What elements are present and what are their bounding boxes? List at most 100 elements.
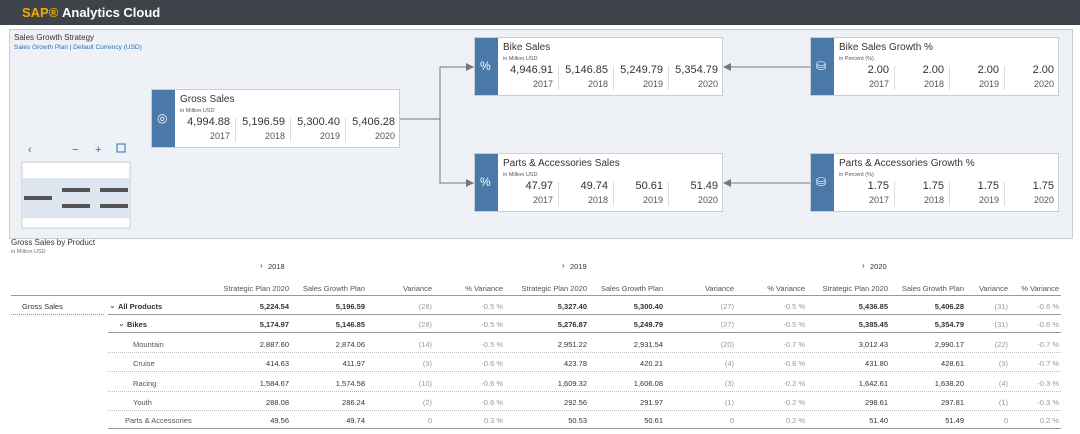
zoom-out[interactable]: − — [72, 144, 78, 156]
row-rule — [108, 332, 1061, 333]
table-cell: 5,300.40 — [633, 302, 663, 311]
table-cell: 5,436.85 — [858, 302, 888, 311]
node-divider — [558, 66, 559, 90]
table-cell: 5,276.87 — [557, 320, 587, 329]
node-year: 2017 — [209, 131, 230, 141]
node-year: 2020 — [1033, 79, 1054, 89]
table-cell: (2) — [422, 398, 432, 407]
fit-button[interactable] — [116, 143, 126, 153]
arrow-head — [466, 179, 474, 187]
node-year: 2019 — [978, 79, 999, 89]
node-divider — [345, 118, 346, 142]
nav-back[interactable]: ‹ — [28, 144, 32, 156]
table-cell: -0.7 % — [1037, 340, 1059, 349]
column-header: Variance — [704, 284, 734, 293]
zoom-in[interactable]: + — [95, 144, 101, 156]
table-cell: 5,224.54 — [259, 302, 289, 311]
table-cell: (3) — [998, 359, 1008, 368]
node-title: Bike Sales Growth % — [839, 42, 933, 53]
year-header: 2020 — [870, 262, 887, 271]
column-header: % Variance — [465, 284, 503, 293]
expand-icon: ⌄ — [118, 319, 125, 328]
story-title: Sales Growth Strategy — [14, 33, 95, 42]
table-cell: -0.6 % — [481, 398, 503, 407]
table-cell: 5,249.79 — [633, 320, 663, 329]
table-cell: -0.2 % — [783, 379, 805, 388]
kpi-node[interactable]: % Parts & Accessories Sales in Million USD… — [474, 153, 723, 212]
table-cell: 286.24 — [342, 398, 365, 407]
table-cell: 291.97 — [640, 398, 663, 407]
column-header: Variance — [402, 284, 432, 293]
minimap-node — [62, 188, 90, 192]
table-cell: 49.56 — [270, 416, 289, 425]
connector — [439, 119, 474, 184]
table-cell: -0.6 % — [481, 379, 503, 388]
arrow-head — [723, 179, 731, 187]
row-rule — [108, 371, 1061, 372]
table-cell: 298.61 — [865, 398, 888, 407]
node-divider — [894, 66, 895, 90]
table-cell: 1,642.61 — [858, 379, 888, 388]
node-unit: in Percent (%) — [839, 172, 874, 178]
table-cell: 1,638.20 — [934, 379, 964, 388]
column-header: Strategic Plan 2020 — [223, 284, 289, 293]
table-cell: 0.3 % — [483, 416, 503, 425]
table-cell: 292.56 — [564, 398, 587, 407]
node-title: Parts & Accessories Growth % — [839, 158, 975, 169]
table-cell: 2,951.22 — [557, 340, 587, 349]
node-icon-strip: % — [475, 38, 498, 95]
table-cell: 1,574.58 — [335, 379, 365, 388]
node-value: 1.75 — [977, 180, 999, 192]
table-cell: (4) — [724, 359, 734, 368]
table-cell: 5,354.79 — [934, 320, 964, 329]
table-cell: 1,584.67 — [259, 379, 289, 388]
table-cell: (27) — [720, 302, 734, 311]
table-cell: (1) — [998, 398, 1008, 407]
row-member: Parts & Accessories — [125, 416, 192, 425]
table-cell: (31) — [994, 320, 1008, 329]
table-cell: 2,874.06 — [335, 340, 365, 349]
node-value: 4,994.88 — [187, 116, 230, 128]
kpi-node[interactable]: ◎ Gross Sales in Million USD 4,994.88 2017 5,… — [151, 89, 400, 148]
table-cell: -0.7 % — [783, 340, 805, 349]
node-icon: % — [480, 175, 491, 189]
node-divider — [613, 182, 614, 206]
node-divider — [1004, 182, 1005, 206]
node-title: Gross Sales — [180, 94, 235, 105]
kpi-node[interactable]: ⛁ Parts & Accessories Growth % in Percent … — [810, 153, 1059, 212]
node-divider — [558, 182, 559, 206]
table-cell: 0 — [729, 416, 734, 425]
table-cell: -0.3 % — [1037, 398, 1059, 407]
table-unit: in Million USD — [11, 249, 46, 255]
row-member: Mountain — [133, 340, 164, 349]
column-header: Strategic Plan 2020 — [822, 284, 888, 293]
table-cell: (14) — [418, 340, 432, 349]
column-header: Variance — [978, 284, 1008, 293]
node-value: 1.75 — [1032, 180, 1054, 192]
table-cell: (3) — [724, 379, 734, 388]
node-divider — [235, 118, 236, 142]
column-header: Sales Growth Plan — [600, 284, 663, 293]
node-divider — [894, 182, 895, 206]
node-icon-strip: % — [475, 154, 498, 211]
table-cell: -0.5 % — [481, 320, 503, 329]
minimap-node — [62, 204, 90, 208]
node-title: Parts & Accessories Sales — [503, 158, 620, 169]
kpi-node[interactable]: % Bike Sales in Million USD 4,946.91 2017 5,1… — [474, 37, 723, 96]
node-year: 2019 — [978, 195, 999, 205]
table-cell: -0.6 % — [1037, 302, 1059, 311]
table-cell: -0.3 % — [1037, 379, 1059, 388]
node-unit: in Percent (%) — [839, 56, 874, 62]
node-divider — [1004, 66, 1005, 90]
node-year: 2017 — [868, 79, 889, 89]
column-header: % Variance — [1021, 284, 1059, 293]
table-cell: 5,146.85 — [335, 320, 365, 329]
shell-bar: SAP® Analytics Cloud — [0, 0, 1080, 25]
node-value: 5,406.28 — [352, 116, 395, 128]
row-rule — [108, 410, 1061, 411]
node-icon: ◎ — [157, 111, 168, 125]
kpi-node[interactable]: ⛁ Bike Sales Growth % in Percent (%) 2.00 20… — [810, 37, 1059, 96]
table-cell: -0.5 % — [481, 302, 503, 311]
table-cell: 414.63 — [266, 359, 289, 368]
